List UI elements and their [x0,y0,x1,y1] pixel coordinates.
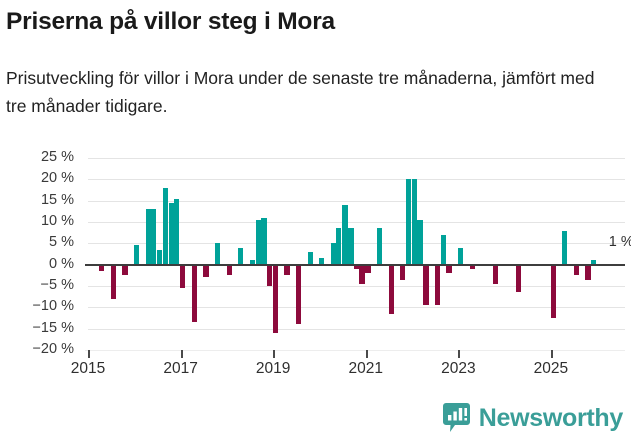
x-axis-tick [273,350,276,358]
bar [266,264,273,286]
page-title: Priserna på villor steg i Mora [6,8,335,35]
bar-chart: 25 % 20 % 15 % 10 % 5 % 0 % −5 % −10 % −15 % −20 … [0,148,631,388]
bar [400,264,406,280]
bar [168,202,174,265]
bar [203,264,209,278]
value-annotation: 1 % [608,234,631,251]
bar [359,264,365,284]
bar [134,245,140,265]
bar [405,179,411,265]
x-axis-label: 2025 [533,360,569,377]
bar [417,219,423,265]
gridline [88,222,625,223]
x-axis-label: 2021 [348,360,383,377]
plot-area: 25 % 20 % 15 % 10 % 5 % 0 % −5 % −10 % −15 % −20 … [32,149,625,357]
gridline [88,158,625,159]
bar [434,264,441,306]
zero-line [85,263,625,267]
bar [585,264,591,280]
bar [151,209,157,265]
bar [249,260,255,265]
bar [458,247,464,265]
bar [330,243,336,265]
bar [174,198,180,265]
bar [336,228,342,265]
x-axis-label: 2019 [255,360,291,377]
bar [348,228,354,265]
brand-name: Newsworthy [478,403,624,432]
y-axis-label: −5 % [40,277,74,293]
y-axis-label: 15 % [40,191,74,208]
y-axis-label: 25 % [40,149,74,165]
bar [365,264,371,274]
bar [342,204,348,265]
bar [238,247,244,265]
x-axis-line [85,350,625,351]
x-axis-tick [180,350,183,358]
bar [423,264,429,306]
bar [411,179,417,265]
bar [191,264,198,323]
bar [110,264,117,299]
bar [388,264,394,314]
y-axis-label: −15 % [32,319,74,336]
gridline [88,200,625,202]
gridline [88,307,625,309]
bar [590,260,597,265]
x-axis-label: 2023 [441,360,476,377]
gridline [88,243,625,245]
page-subtitle: Prisutveckling för villor i Mora under d… [6,68,595,116]
bar [296,264,302,325]
bar [550,264,556,318]
x-axis-tick [458,350,461,358]
x-axis-tick [88,350,90,358]
x-axis-label: 2015 [70,360,106,377]
bar [353,264,360,269]
bar [157,249,163,265]
bar [284,264,290,276]
y-axis-label: −10 % [32,298,74,315]
bar [255,219,261,265]
bar [377,228,383,265]
bar [163,187,169,265]
y-axis-label: −20 % [32,341,74,357]
bar [307,251,313,265]
gridline [88,179,625,181]
bar [562,230,568,265]
y-axis-label: 5 % [49,234,74,251]
x-axis-label: 2017 [163,360,198,377]
gridline [88,286,625,287]
x-axis-tick [550,350,553,358]
bar [492,264,498,284]
bar [515,264,522,293]
y-axis-label: 20 % [40,170,74,187]
x-axis-tick [365,350,368,358]
bar-chart-bubble-icon [442,403,470,433]
y-axis-label: 10 % [40,213,74,229]
y-axis-label: 0 % [49,255,74,272]
bar [469,264,475,269]
bar [272,264,279,333]
bar [446,264,452,274]
bar [180,264,186,289]
bar [215,243,221,265]
bar [226,264,232,276]
bar [261,217,267,265]
bar [573,264,579,276]
newsworthy-logo: Newsworthy [442,403,624,433]
bar [122,264,128,276]
bar [99,264,105,272]
bar [319,258,325,265]
bar [440,234,447,265]
bar [145,209,151,265]
gridline [88,328,625,330]
